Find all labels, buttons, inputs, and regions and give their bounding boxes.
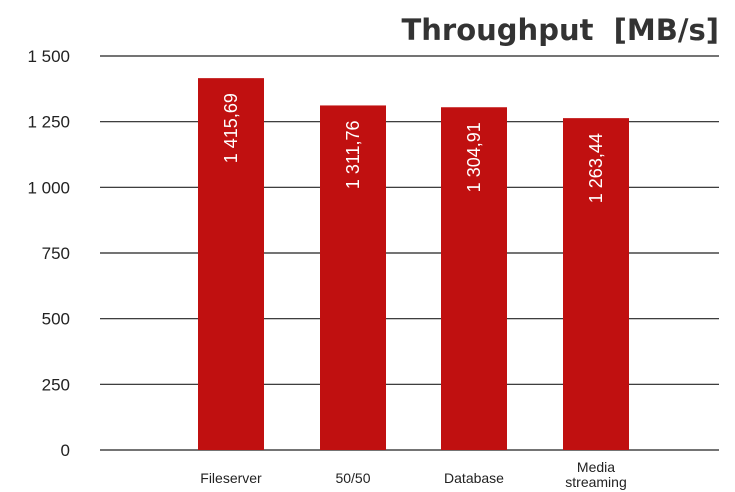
y-tick-label: 0 (61, 441, 70, 460)
data-label-1: 1 415,69 (221, 93, 241, 163)
data-labels: 1 415,69 1 311,76 1 304,91 1 263,44 (221, 93, 606, 203)
x-tick-label: 50/50 (335, 470, 370, 486)
bars (198, 78, 629, 451)
y-tick-label: 750 (42, 244, 70, 263)
data-label-3: 1 304,91 (464, 122, 484, 192)
bar-3 (441, 107, 507, 450)
data-label-2: 1 311,76 (343, 120, 363, 189)
bar-2 (320, 105, 386, 451)
x-tick-label: Fileserver (200, 470, 262, 486)
chart-title: Throughput [MB/s] (402, 13, 720, 47)
x-tick-label: Media streaming (565, 459, 626, 490)
bar-4 (563, 118, 629, 451)
y-axis-tick-labels: 0 250 500 750 1 000 1 250 1 500 (27, 47, 70, 460)
bar-1 (198, 78, 264, 451)
y-tick-label: 500 (42, 310, 70, 329)
y-tick-label: 1 000 (27, 178, 70, 197)
x-axis-tick-labels: Fileserver 50/50 Database Media streaming (200, 459, 626, 490)
x-tick-label: Database (444, 470, 504, 486)
y-tick-label: 250 (42, 375, 70, 394)
data-label-4: 1 263,44 (586, 133, 606, 203)
y-tick-label: 1 500 (27, 47, 70, 66)
y-tick-label: 1 250 (27, 113, 70, 132)
